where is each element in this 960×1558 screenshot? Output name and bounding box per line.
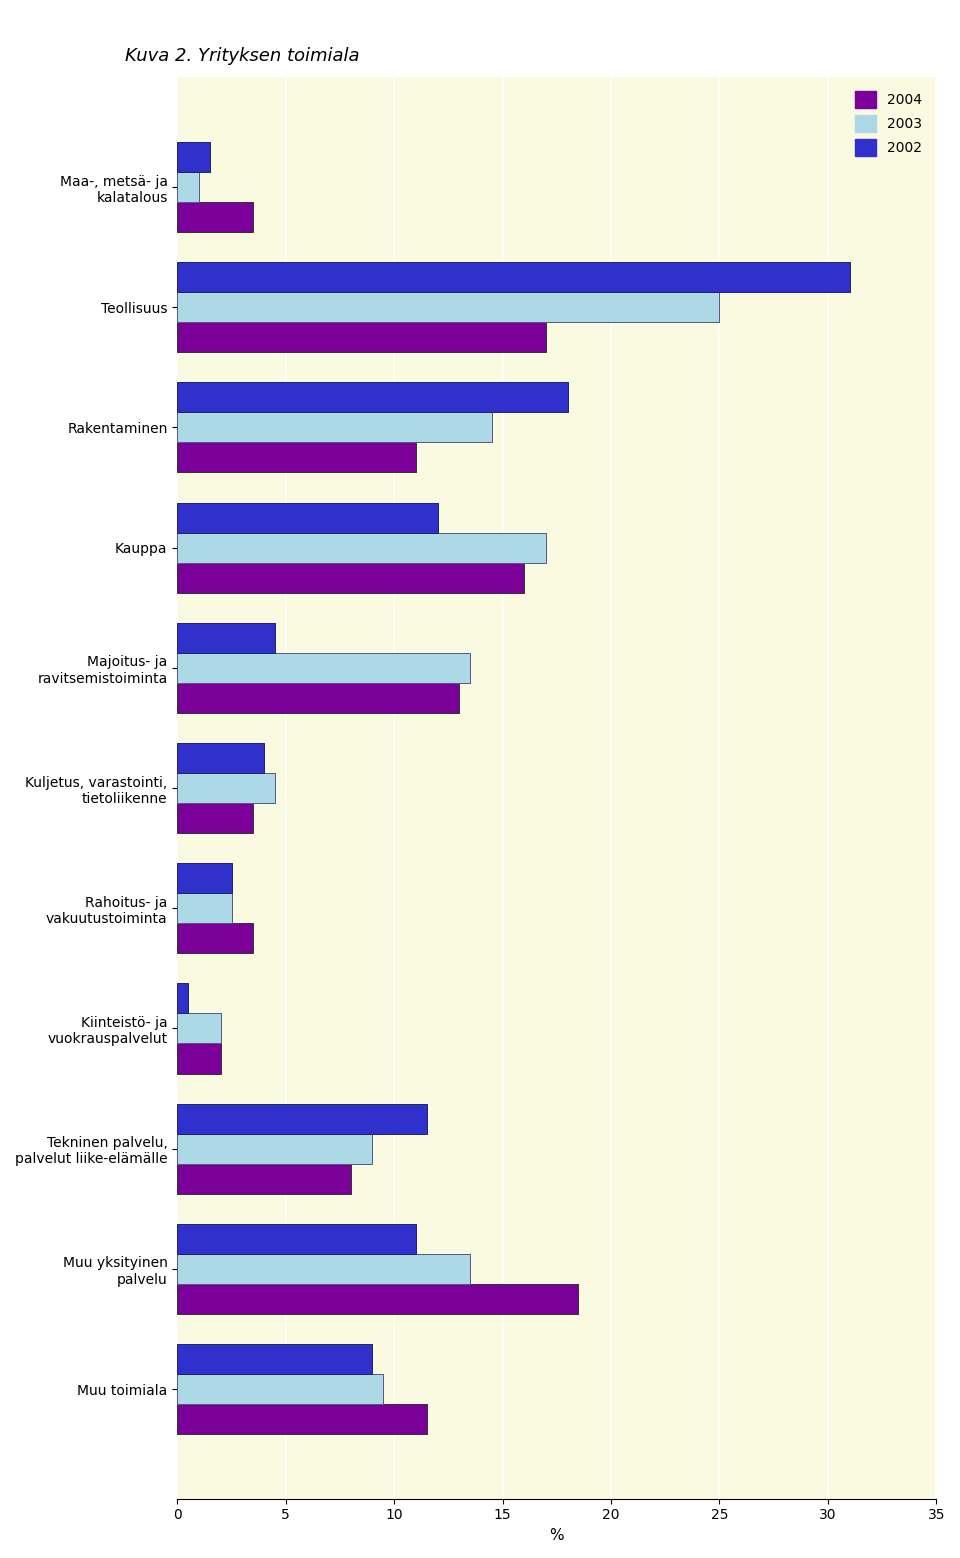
Bar xyxy=(178,893,231,924)
Bar xyxy=(178,1134,372,1164)
X-axis label: %: % xyxy=(549,1528,564,1542)
Bar xyxy=(178,1254,470,1284)
Bar xyxy=(178,1223,416,1254)
Bar xyxy=(178,863,231,893)
Bar xyxy=(178,924,253,953)
Bar xyxy=(178,773,275,802)
Bar xyxy=(178,1044,221,1073)
Bar xyxy=(178,1404,426,1433)
Bar xyxy=(178,171,199,203)
Bar xyxy=(178,682,459,714)
Bar xyxy=(178,1013,221,1044)
Bar xyxy=(178,1284,579,1313)
Bar xyxy=(178,382,567,413)
Bar xyxy=(178,562,524,592)
Bar xyxy=(178,203,253,232)
Legend: 2004, 2003, 2002: 2004, 2003, 2002 xyxy=(849,84,929,164)
Bar xyxy=(178,323,546,352)
Bar xyxy=(178,442,416,472)
Bar xyxy=(178,983,188,1013)
Bar xyxy=(178,262,850,293)
Bar xyxy=(178,802,253,834)
Bar xyxy=(178,1374,383,1404)
Bar xyxy=(178,1164,350,1193)
Bar xyxy=(178,142,210,171)
Bar xyxy=(178,413,492,442)
Bar xyxy=(178,653,470,682)
Bar xyxy=(178,503,438,533)
Bar xyxy=(178,743,264,773)
Bar xyxy=(178,1345,372,1374)
Bar xyxy=(178,293,719,323)
Bar xyxy=(178,1103,426,1134)
Text: Kuva 2. Yrityksen toimiala: Kuva 2. Yrityksen toimiala xyxy=(125,47,359,65)
Bar xyxy=(178,623,275,653)
Bar xyxy=(178,533,546,562)
